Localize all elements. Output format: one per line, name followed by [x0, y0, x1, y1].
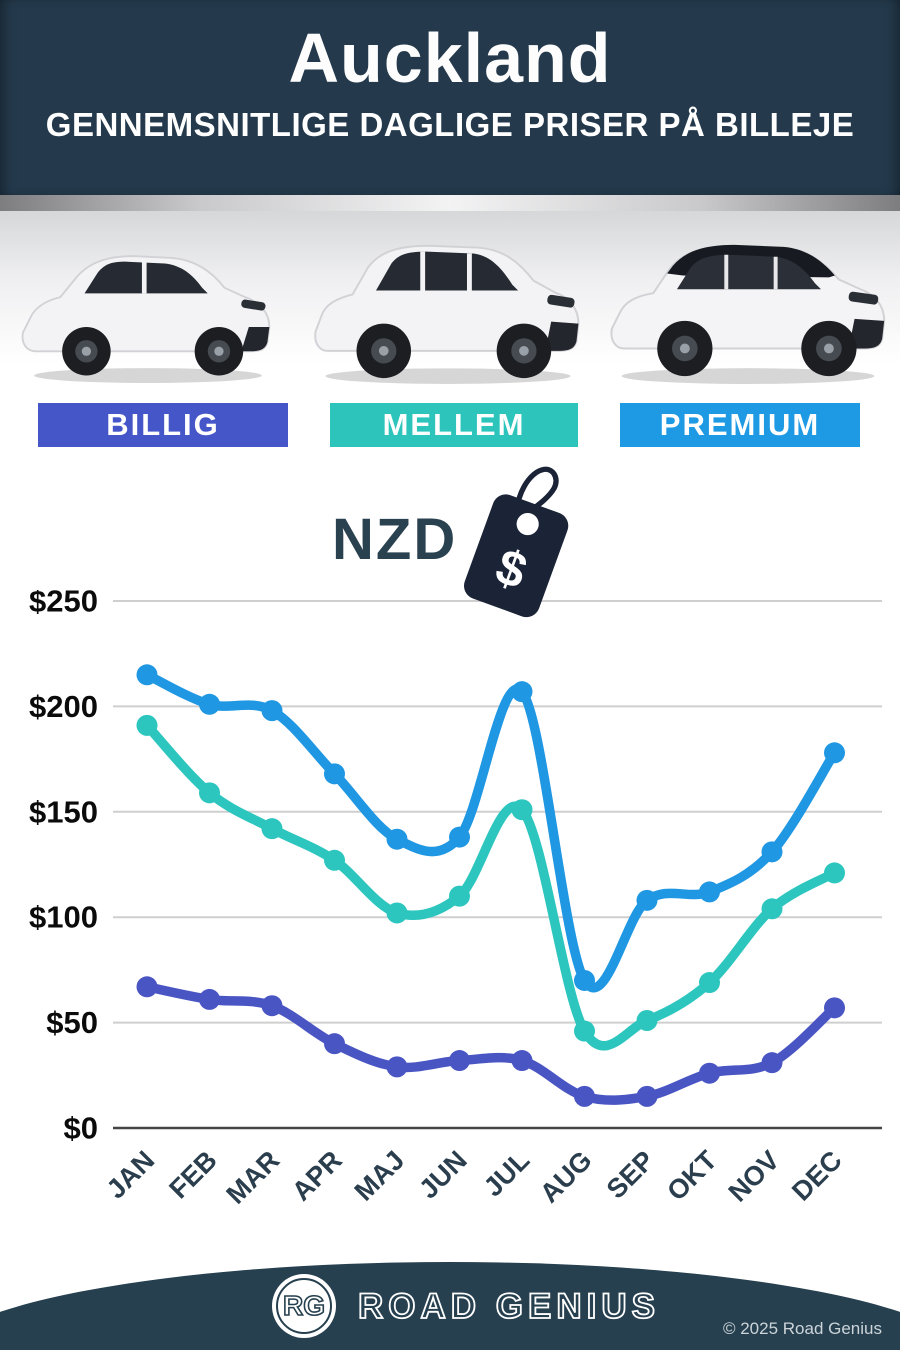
logo-ring [276, 1278, 332, 1334]
category-label-billig: BILLIG [106, 407, 220, 442]
point-premium-AUG [574, 969, 595, 991]
point-mellem-JAN [136, 714, 158, 736]
y-tick-label: $150 [29, 794, 98, 829]
hatchback-car-icon [21, 255, 271, 383]
page-title: Auckland [288, 19, 612, 97]
point-billig-NOV [761, 1052, 783, 1074]
price-tag-icon: $ [463, 466, 569, 618]
point-premium-FEB [199, 693, 220, 715]
point-billig-FEB [199, 988, 220, 1010]
point-premium-DEC [824, 742, 845, 764]
point-premium-SEP [636, 889, 658, 911]
point-mellem-FEB [199, 782, 220, 804]
suv-car-icon [314, 244, 580, 384]
category-label-premium: PREMIUM [659, 407, 821, 442]
point-billig-JUN [449, 1050, 470, 1072]
category-badge-mellem: MELLEM [330, 403, 578, 447]
category-badge-billig: BILLIG [38, 403, 288, 447]
point-premium-MAJ [386, 828, 408, 850]
point-mellem-APR [324, 849, 345, 871]
point-billig-AUG [574, 1085, 595, 1107]
point-premium-NOV [761, 841, 783, 863]
x-tick-label-MAJ: MAJ [349, 1145, 411, 1207]
category-badge-premium: PREMIUM [620, 403, 860, 447]
point-mellem-DEC [824, 862, 845, 884]
y-tick-label: $0 [64, 1111, 98, 1146]
y-tick-label: $250 [29, 590, 98, 619]
x-tick-label-OKT: OKT [661, 1145, 723, 1207]
y-tick-label: $200 [29, 689, 98, 724]
x-tick-label-JAN: JAN [101, 1145, 160, 1204]
x-tick-label-SEP: SEP [601, 1145, 660, 1204]
x-tick-label-JUL: JUL [478, 1145, 535, 1202]
point-mellem-MAJ [386, 902, 408, 924]
point-billig-MAJ [386, 1056, 408, 1078]
point-mellem-MAR [261, 818, 283, 840]
currency-code-label: NZD [332, 507, 458, 572]
point-billig-JAN [136, 976, 158, 998]
category-label-mellem: MELLEM [382, 407, 526, 442]
point-premium-JUN [449, 826, 470, 848]
point-billig-DEC [824, 997, 845, 1019]
road-genius-logo-icon: RG [272, 1274, 336, 1338]
point-premium-JAN [136, 664, 158, 686]
point-billig-APR [324, 1033, 345, 1055]
x-tick-label-DEC: DEC [786, 1145, 848, 1207]
x-tick-label-NOV: NOV [723, 1145, 786, 1208]
point-mellem-OKT [699, 972, 720, 994]
point-mellem-NOV [761, 898, 783, 920]
point-premium-JUL [511, 681, 533, 703]
point-billig-MAR [261, 995, 283, 1017]
x-tick-label-JUN: JUN [413, 1145, 472, 1204]
y-tick-label: $100 [29, 900, 98, 935]
point-mellem-JUL [511, 799, 533, 821]
point-premium-OKT [699, 881, 720, 903]
line-billig [142, 982, 840, 1105]
brand-name: ROAD GENIUS [357, 1286, 660, 1327]
chart-area: $0 $50 $100 $150 $200 $250 JAN FEB MAR APR MAJ JUN J… [0, 584, 900, 1210]
luxury-suv-car-icon [610, 244, 886, 384]
header: Auckland GENNEMSNITLIGE DAGLIGE PRISER P… [0, 0, 900, 195]
point-premium-APR [324, 763, 345, 785]
point-billig-JUL [511, 1050, 533, 1072]
point-billig-OKT [699, 1062, 720, 1084]
x-tick-label-MAR: MAR [221, 1145, 286, 1210]
metallic-divider [0, 195, 900, 211]
point-mellem-JUN [449, 885, 470, 907]
page-subtitle: GENNEMSNITLIGE DAGLIGE PRISER PÅ BILLEJE [45, 106, 855, 143]
y-tick-label: $50 [46, 1005, 98, 1040]
x-tick-label-FEB: FEB [163, 1145, 222, 1204]
point-premium-MAR [261, 700, 283, 722]
point-mellem-AUG [574, 1020, 595, 1042]
x-tick-label-APR: APR [286, 1145, 348, 1207]
x-tick-label-AUG: AUG [534, 1145, 598, 1209]
point-mellem-SEP [636, 1009, 658, 1031]
point-billig-SEP [636, 1085, 658, 1107]
copyright-text: © 2025 Road Genius [722, 1319, 882, 1338]
